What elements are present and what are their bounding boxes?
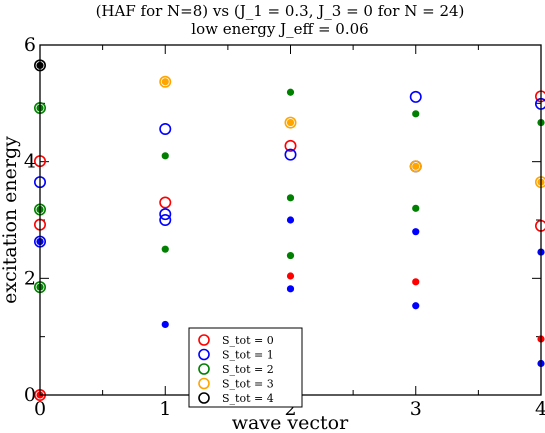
legend-marker <box>198 363 210 375</box>
data-point-hollow <box>159 214 172 227</box>
data-point-filled <box>161 245 169 253</box>
data-point-filled <box>286 118 295 127</box>
legend-label: S_tot = 1 <box>222 349 274 362</box>
data-point-hollow <box>159 196 172 209</box>
data-point-filled <box>286 251 295 260</box>
legend-label: S_tot = 4 <box>222 392 274 405</box>
data-point-hollow <box>409 90 422 103</box>
data-point-hollow <box>284 148 297 161</box>
legend-label: S_tot = 0 <box>222 334 274 347</box>
x-tick-label: 0 <box>34 398 46 420</box>
chart-title: (HAF for N=8) vs (J_1 = 0.3, J_3 = 0 for… <box>96 2 465 20</box>
legend-label: S_tot = 2 <box>222 363 274 376</box>
data-point-filled <box>412 302 420 310</box>
data-point-filled <box>286 272 295 280</box>
data-point-hollow <box>159 75 172 88</box>
legend-label: S_tot = 3 <box>222 378 274 391</box>
data-point-hollow <box>159 208 172 221</box>
data-point-filled <box>412 204 420 212</box>
y-tick-label: 4 <box>24 151 36 173</box>
series-s-tot-1 <box>33 90 545 368</box>
data-point-filled <box>286 285 295 293</box>
x-tick-label: 4 <box>535 398 545 420</box>
data-point-filled <box>286 194 295 202</box>
data-point-hollow <box>159 123 172 136</box>
data-point-filled <box>412 228 420 236</box>
data-point-filled <box>286 216 295 224</box>
legend-marker <box>198 392 210 404</box>
data-point-filled <box>412 162 420 170</box>
legend: S_tot = 0 S_tot = 1S_tot = 2 S_tot = 3S_to… <box>188 327 303 408</box>
x-axis-label: wave vector <box>232 412 349 433</box>
legend-marker <box>198 377 210 390</box>
data-point-filled <box>161 152 169 160</box>
chart-subtitle: low energy J_eff = 0.06 <box>191 20 368 38</box>
data-point-filled <box>161 320 169 329</box>
data-point-filled <box>161 78 169 86</box>
y-tick-label: 2 <box>24 267 36 289</box>
series-s-tot-3 <box>159 75 545 189</box>
x-tick-label: 3 <box>410 398 422 420</box>
data-point-filled <box>412 278 420 286</box>
y-axis-label: excitation energy <box>0 136 21 304</box>
y-tick-label: 0 <box>24 384 36 406</box>
legend-marker <box>198 348 210 361</box>
y-tick-label: 6 <box>24 34 36 56</box>
data-point-hollow <box>284 116 297 129</box>
data-point-hollow <box>409 160 422 173</box>
legend-marker <box>198 334 210 346</box>
data-point-filled <box>286 88 295 96</box>
data-point-filled <box>412 110 420 118</box>
y-tick-labels: 0 2 4 6 <box>24 34 36 406</box>
data-point-hollow <box>284 139 297 152</box>
x-tick-label: 1 <box>159 398 171 420</box>
